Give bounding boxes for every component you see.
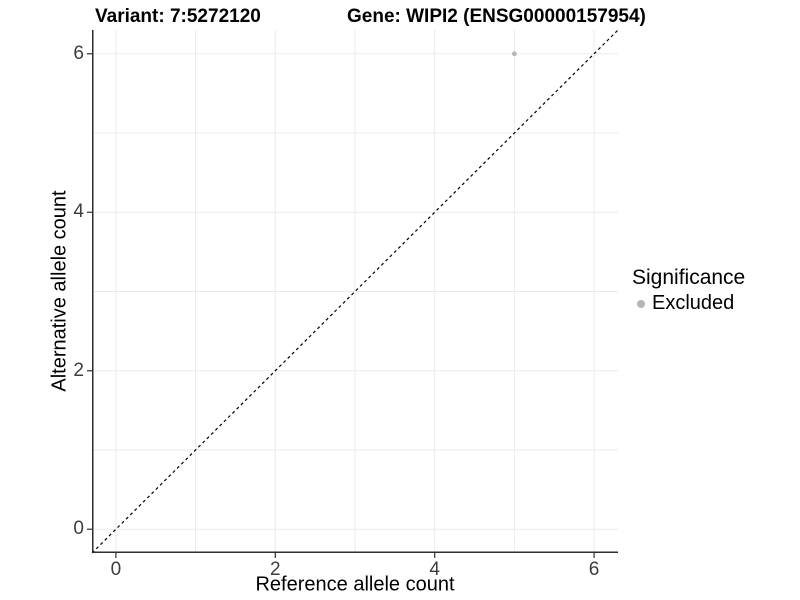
plot-title-gene: Gene: WIPI2 (ENSG00000157954) xyxy=(347,6,646,27)
x-tick-label: 0 xyxy=(110,559,122,580)
y-axis-title: Alternative allele count xyxy=(48,190,71,392)
legend-entry-label: Excluded xyxy=(652,292,735,314)
plot-canvas xyxy=(87,29,619,558)
x-tick-label: 6 xyxy=(588,559,600,580)
legend-entry: Excluded xyxy=(632,292,745,315)
y-tick-label: 4 xyxy=(73,201,84,223)
data-point xyxy=(511,51,517,57)
x-tick-label: 2 xyxy=(270,559,281,580)
legend-title: Significance xyxy=(632,266,746,289)
x-tick-label: 4 xyxy=(429,559,440,580)
legend-dot-icon xyxy=(637,299,645,308)
legend-items: Excluded xyxy=(632,292,745,315)
legend-point-icon xyxy=(632,295,650,313)
legend: Significance Excluded xyxy=(632,266,745,315)
plot-title-variant: Variant: 7:5272120 xyxy=(95,6,261,27)
plot-panel xyxy=(87,29,619,558)
y-tick-label: 0 xyxy=(73,518,84,540)
y-tick-label: 2 xyxy=(73,359,84,381)
identity-dashed-line xyxy=(91,29,619,554)
y-tick-label: 6 xyxy=(73,42,84,64)
x-axis-title: Reference allele count xyxy=(255,573,455,596)
